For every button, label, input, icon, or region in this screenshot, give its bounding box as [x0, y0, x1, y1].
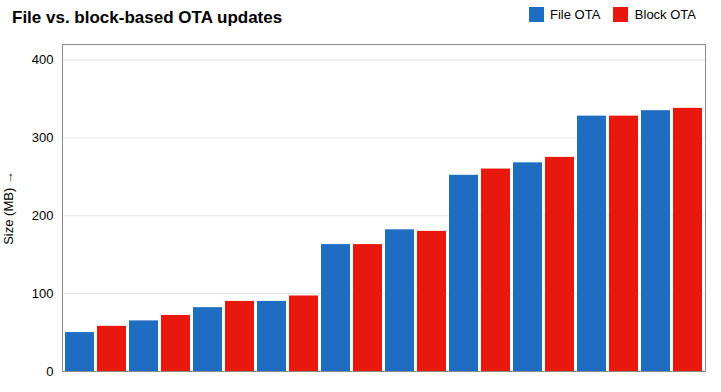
svg-text:200: 200 — [32, 208, 54, 223]
html-text:File OTA: File OTA — [550, 7, 601, 23]
svg-text:400: 400 — [32, 52, 54, 67]
svg-text:300: 300 — [32, 130, 54, 145]
svg-text:Size (MB) →: Size (MB) → — [1, 171, 16, 245]
svg-text:0: 0 — [46, 364, 53, 379]
html-text:Block OTA: Block OTA — [634, 7, 696, 23]
svg-text:100: 100 — [32, 286, 54, 301]
html-text:File vs. block-based OTA updat: File vs. block-based OTA updates — [12, 8, 283, 27]
